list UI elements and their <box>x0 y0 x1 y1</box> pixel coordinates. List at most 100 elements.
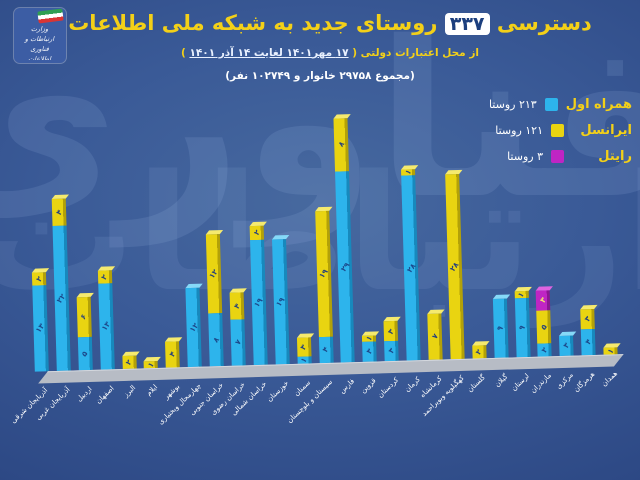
segment-value-label: ۱۹ <box>274 295 287 308</box>
bar-column: ۷ <box>423 309 446 360</box>
hamrah-aval-swatch-icon <box>544 98 558 111</box>
irancell-swatch-icon <box>551 124 564 137</box>
rightel-swatch-icon <box>551 150 564 163</box>
bar-segment: ۲ <box>537 343 553 357</box>
segment-value-label: ۷ <box>429 331 440 342</box>
bar-segment: ۵ <box>536 310 552 344</box>
x-axis-label-cell: لرستان <box>510 372 537 431</box>
legend-label: ایرانسل <box>580 123 632 138</box>
segment-value-label: ۲ <box>99 272 110 282</box>
bar-column: ۱ <box>140 357 162 369</box>
bar-segment: ۴ <box>318 336 334 364</box>
bar-segment: ۱۳ <box>32 285 49 372</box>
x-axis-label-cell: اردبیل <box>75 385 99 444</box>
legend-item-hamrah-aval: همراه اول ۲۱۳ روستا <box>489 97 632 112</box>
segment-value-label: ۲ <box>123 357 134 367</box>
bar-segment: ۱۲ <box>205 234 223 314</box>
bar-segment: ۲۲ <box>52 225 71 371</box>
segment-value-label: ۵ <box>79 348 90 358</box>
bar-segment: ۲ <box>31 272 47 286</box>
province-label: گیلان <box>493 372 510 389</box>
bar-segment: ۳ <box>296 337 312 358</box>
x-axis-label-cell: آذربایجان غربی <box>34 385 77 444</box>
bar-segment: ۳ <box>362 341 377 362</box>
x-axis-label-cell: هرمزگان <box>573 370 602 429</box>
bar-segment: ۴ <box>229 292 245 320</box>
segment-value-label: ۱۹ <box>252 295 265 309</box>
segment-value-label: ۴ <box>583 337 594 347</box>
iran-flag-icon <box>37 8 64 24</box>
subtitle-suffix: ) <box>181 47 186 59</box>
x-axis-label-cell: گلستان <box>466 373 493 432</box>
segment-value-label: ۴ <box>167 349 178 359</box>
bar-column: ۴ ۲۲ <box>48 194 75 371</box>
segment-value-label: ۴ <box>231 301 242 311</box>
bar-segment: ۱۹ <box>249 239 268 366</box>
bar-column: ۳ <box>555 331 578 357</box>
segment-value-label: ۲۸ <box>404 261 418 275</box>
x-axis-label-cell: اصفهان <box>93 384 121 443</box>
title-suffix: روستای جدید به شبکه ملی اطلاعات <box>68 11 438 35</box>
bar-segment: ۲۸ <box>401 175 421 361</box>
segment-value-label: ۳ <box>386 346 397 356</box>
subtitle-date-range: ۱۷ مهر۱۴۰۱ لغایت ۱۴ آذر ۱۴۰۱ <box>189 47 349 59</box>
bar-column: ۹ <box>488 294 512 358</box>
bar-segment: ۲ <box>249 226 264 240</box>
bar-segment: ۸ <box>333 118 350 172</box>
bar-column: ۴ <box>161 336 184 368</box>
x-axis-label-cell: کهگیلویه وبویراحمد <box>420 374 471 433</box>
province-label: گلستان <box>466 373 488 394</box>
bar-column: ۲ ۱۳ <box>28 268 53 372</box>
segment-value-label: ۱۳ <box>99 320 113 333</box>
bar-segment: ۹ <box>492 298 509 358</box>
legend-count: ۱۲۱ روستا <box>495 124 543 137</box>
legend-item-rightel: رایتل ۳ روستا <box>489 149 632 164</box>
province-label: اصفهان <box>93 384 116 406</box>
bar-column: ۳ ۵ ۲ <box>532 286 556 357</box>
x-axis-label-cell: کردستان <box>376 376 405 435</box>
segment-value-label: ۳ <box>364 347 375 357</box>
x-axis-label-cell: فارس <box>338 377 362 436</box>
bar-column: ۲۸ <box>441 170 468 360</box>
province-label: همدان <box>599 369 619 389</box>
province-label: ایلام <box>144 383 160 398</box>
bar-column: ۲ <box>118 351 140 370</box>
province-label: قزوین <box>359 376 378 395</box>
bar-segment: ۷ <box>427 313 443 360</box>
province-label: لرستان <box>510 372 532 393</box>
bar-segment: ۱۹ <box>314 211 333 337</box>
x-axis-label-cell: همدان <box>600 369 624 428</box>
x-axis-label-cell: خوزستان <box>266 379 296 438</box>
segment-value-label: ۳ <box>538 295 549 305</box>
segment-value-label: ۴ <box>53 207 64 217</box>
x-axis-label-cell: قزوین <box>359 376 384 435</box>
bar-column: ۲ ۱۳ <box>93 266 118 370</box>
bar-segment: ۲ <box>121 355 137 370</box>
bar-segment: ۵ <box>77 336 93 371</box>
bar-segment: ۲۹ <box>335 170 356 363</box>
segment-value-label: ۹ <box>495 323 506 333</box>
bar-segment: ۳ <box>559 335 574 357</box>
segment-value-label: ۳ <box>561 341 572 351</box>
bar-segment: ۴ <box>581 328 596 356</box>
segment-value-label: ۵ <box>538 322 549 332</box>
bar-segment: ۳ <box>383 321 399 342</box>
bar-segment: ۴ <box>165 340 181 368</box>
legend-count: ۲۱۳ روستا <box>488 98 537 111</box>
ministry-logo: وزارت ارتباطات و فناوری اطلاعات <box>14 8 66 63</box>
segment-value-label: ۹ <box>517 322 528 332</box>
bar-segment: ۴ <box>51 199 67 226</box>
segment-value-label: ۶ <box>78 312 89 322</box>
village-count-badge: ۳۳۷ <box>444 13 490 35</box>
segment-value-label: ۲۹ <box>338 260 352 273</box>
ministry-logo-text: وزارت ارتباطات و فناوری اطلاعات <box>24 25 55 60</box>
bar-column: ۱ <box>599 343 621 356</box>
bar-segment: ۳ <box>384 341 399 362</box>
